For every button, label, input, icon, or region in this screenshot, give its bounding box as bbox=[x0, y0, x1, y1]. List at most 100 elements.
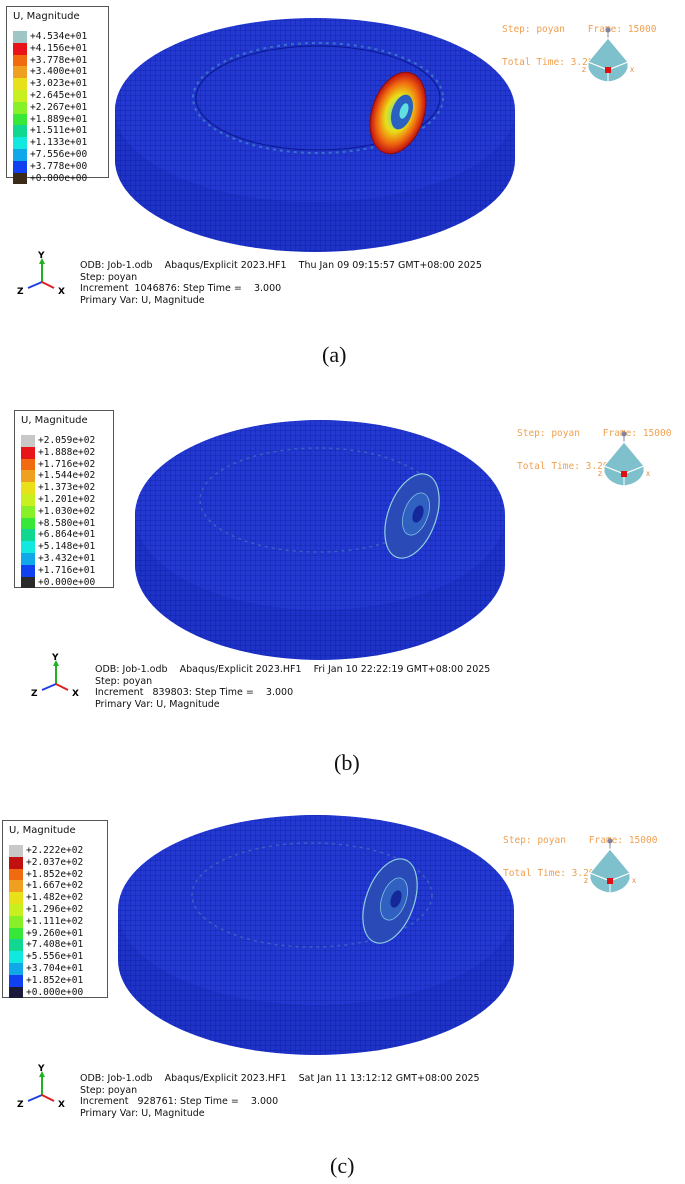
odb-line: ODB: Job-1.odb Abaqus/Explicit 2023.HF1 … bbox=[80, 260, 482, 271]
legend-entry: +3.778e+00 bbox=[13, 160, 88, 173]
legend-value: +1.889e+01 bbox=[30, 113, 88, 125]
legend-entry: +7.556e+00 bbox=[13, 148, 87, 161]
legend-swatch bbox=[9, 939, 23, 952]
legend-swatch bbox=[13, 125, 27, 138]
legend-swatch bbox=[13, 113, 27, 126]
legend-value: +8.580e+01 bbox=[38, 517, 96, 529]
legend-entry: +3.023e+01 bbox=[13, 78, 87, 90]
legend-entry: +1.296e+02 bbox=[9, 903, 84, 916]
legend-value: +2.267e+01 bbox=[30, 101, 88, 113]
legend-value: +1.133e+01 bbox=[30, 137, 88, 149]
legend-entry: +2.645e+01 bbox=[13, 89, 88, 102]
legend-entry: +2.037e+02 bbox=[9, 856, 84, 869]
disk-model-a bbox=[115, 18, 515, 252]
legend-value: +0.000e+00 bbox=[30, 172, 88, 184]
legend-entry: +8.580e+01 bbox=[21, 517, 96, 530]
legend-rows: +2.059e+02 +1.888e+02 +1.716e+02 +1.544e+02… bbox=[21, 435, 96, 589]
legend-swatch bbox=[21, 470, 35, 483]
svg-text:Z: Z bbox=[582, 67, 586, 74]
axis-x-label: X bbox=[58, 287, 65, 297]
step-frame-text: Step: poyan Frame: 15000 bbox=[502, 24, 657, 35]
legend-entry: +1.133e+01 bbox=[13, 137, 87, 149]
legend-swatch bbox=[13, 137, 27, 149]
legend-entry: +1.544e+02 bbox=[21, 470, 95, 483]
panel-a: U, Magnitude +4.534e+01 +4.156e+01 +3.778e… bbox=[0, 0, 685, 385]
primary-var-line: Primary Var: U, Magnitude bbox=[95, 698, 220, 710]
axis-x-label: X bbox=[58, 1100, 65, 1110]
legend-swatch bbox=[13, 172, 27, 185]
legend-swatch bbox=[9, 856, 23, 869]
legend-title: U, Magnitude bbox=[21, 415, 88, 426]
legend-entry: +1.482e+02 bbox=[9, 892, 83, 904]
legend-entry: +0.000e+00 bbox=[9, 986, 83, 999]
caption-c: (c) bbox=[330, 1153, 355, 1178]
legend-value: +1.716e+02 bbox=[38, 458, 96, 470]
legend-entry: +4.156e+01 bbox=[13, 42, 88, 55]
legend-value: +4.156e+01 bbox=[30, 42, 88, 54]
svg-text:X: X bbox=[646, 471, 650, 478]
legend-entry: +1.888e+02 bbox=[21, 446, 95, 459]
axis-y-label: Y bbox=[37, 251, 45, 261]
step-line: Step: poyan bbox=[80, 1084, 138, 1096]
legend-entry: +1.111e+02 bbox=[9, 915, 84, 928]
legend-value: +3.778e+00 bbox=[30, 160, 88, 172]
legend-value: +1.201e+02 bbox=[38, 493, 96, 505]
axis-triad-icon: Y Z X bbox=[31, 653, 79, 699]
legend-swatch bbox=[13, 54, 27, 67]
legend-rows: +2.222e+02 +2.037e+02 +1.852e+02 +1.667e+02… bbox=[9, 845, 84, 999]
legend-entry: +2.222e+02 bbox=[9, 845, 83, 857]
legend-swatch bbox=[21, 529, 35, 542]
legend-value: +5.148e+01 bbox=[38, 541, 96, 553]
view-cube-icon[interactable]: Z X Y bbox=[578, 24, 638, 94]
view-cube-icon[interactable]: Z X Y bbox=[580, 835, 640, 905]
legend-entry: +5.556e+01 bbox=[9, 951, 83, 963]
legend-swatch bbox=[21, 482, 35, 494]
legend-swatch bbox=[9, 927, 23, 940]
odb-line: ODB: Job-1.odb Abaqus/Explicit 2023.HF1 … bbox=[95, 664, 491, 675]
odb-info: ODB: Job-1.odb Abaqus/Explicit 2023.HF1 … bbox=[80, 260, 482, 306]
legend-value: +2.037e+02 bbox=[26, 856, 84, 868]
svg-text:X: X bbox=[632, 878, 636, 885]
disk-model-c bbox=[118, 815, 514, 1055]
legend-swatch bbox=[9, 892, 23, 904]
legend-swatch bbox=[21, 458, 35, 471]
legend-entry: +6.864e+01 bbox=[21, 529, 96, 542]
legend-swatch bbox=[13, 42, 27, 55]
legend-swatch bbox=[21, 435, 35, 447]
legend-entry: +1.716e+01 bbox=[21, 564, 95, 577]
legend-entry: +0.000e+00 bbox=[13, 172, 88, 185]
legend-entry: +3.400e+01 bbox=[13, 66, 88, 79]
color-legend: U, Magnitude +2.059e+02 +1.888e+02 +1.716e… bbox=[14, 410, 114, 589]
legend-value: +6.864e+01 bbox=[38, 529, 96, 541]
legend-swatch bbox=[9, 880, 23, 893]
legend-swatch bbox=[9, 962, 23, 975]
legend-entry: +1.889e+01 bbox=[13, 113, 88, 126]
legend-value: +1.111e+02 bbox=[26, 915, 84, 927]
legend-swatch bbox=[21, 552, 35, 565]
panel-c: U, Magnitude +2.222e+02 +2.037e+02 +1.852e… bbox=[0, 795, 685, 1184]
step-line: Step: poyan bbox=[80, 271, 138, 283]
view-cube-icon[interactable]: Z X Y bbox=[594, 428, 654, 498]
legend-entry: +5.148e+01 bbox=[21, 541, 95, 553]
axis-y-label: Y bbox=[37, 1064, 45, 1074]
axis-z-label: Z bbox=[17, 1100, 24, 1110]
legend-entry: +1.667e+02 bbox=[9, 880, 83, 893]
legend-entry: +1.030e+02 bbox=[21, 505, 95, 518]
legend-swatch bbox=[21, 564, 35, 577]
legend-entry: +1.511e+01 bbox=[13, 125, 88, 138]
legend-entry: +1.716e+02 bbox=[21, 458, 96, 471]
legend-swatch bbox=[13, 89, 27, 102]
legend-entry: +2.267e+01 bbox=[13, 101, 88, 114]
legend-value: +2.645e+01 bbox=[30, 89, 88, 101]
legend-value: +1.511e+01 bbox=[30, 125, 88, 137]
disk-model-b bbox=[135, 420, 505, 660]
legend-entry: +3.778e+01 bbox=[13, 54, 87, 67]
legend-value: +3.432e+01 bbox=[38, 552, 96, 564]
legend-value: +1.373e+02 bbox=[38, 482, 96, 494]
legend-value: +3.400e+01 bbox=[30, 66, 88, 78]
legend-value: +2.059e+02 bbox=[38, 435, 96, 446]
axis-triad-icon: Y Z X bbox=[17, 1064, 65, 1110]
legend-swatch bbox=[13, 101, 27, 114]
legend-value: +1.296e+02 bbox=[26, 903, 84, 915]
caption-a: (a) bbox=[322, 342, 347, 367]
